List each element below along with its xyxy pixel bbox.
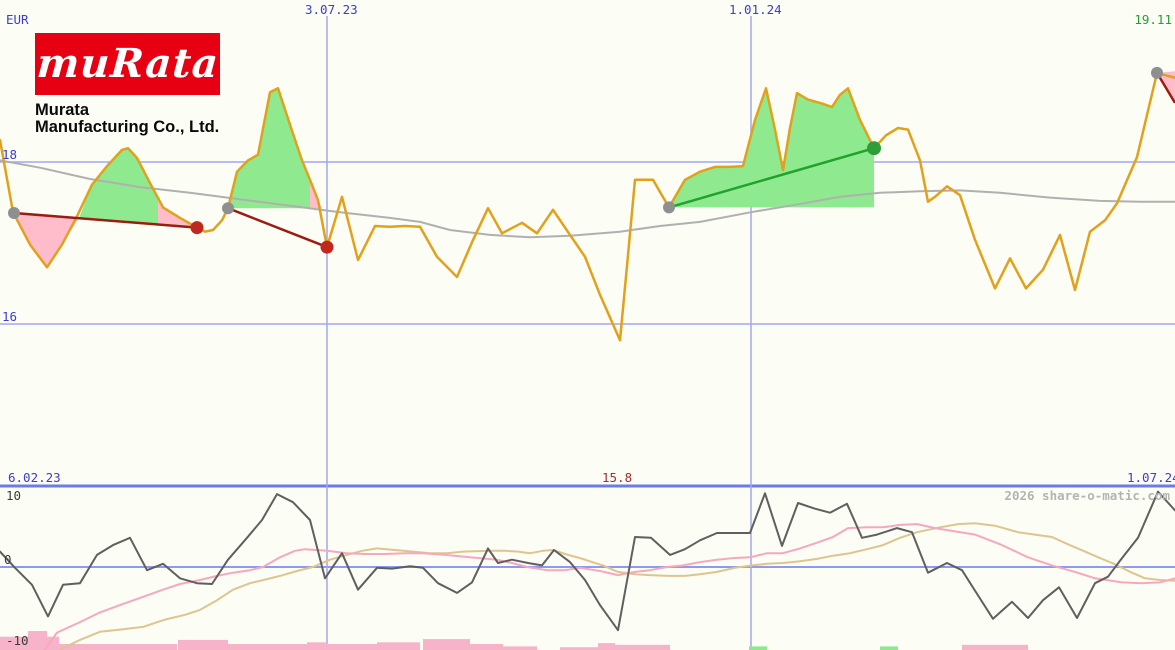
oscillator-tick-0: 0 xyxy=(4,552,12,567)
gridline-date-2: 1.01.24 xyxy=(729,2,782,17)
oscillator-tick-10: 10 xyxy=(6,488,22,503)
company-name-line2: Manufacturing Co., Ltd. xyxy=(35,118,220,136)
currency-label: EUR xyxy=(6,12,29,27)
company-name: Murata Manufacturing Co., Ltd. xyxy=(35,102,255,136)
watermark: 2026 share-o-matic.com xyxy=(1004,488,1170,503)
gridline-date-1: 3.07.23 xyxy=(305,2,358,17)
murata-logo-text: muRata xyxy=(34,40,221,87)
date-start-label: 6.02.23 xyxy=(8,470,61,485)
price-tick-18: 18 xyxy=(2,147,18,162)
low-price-label: 15.8 xyxy=(602,470,633,485)
company-name-line1: Murata xyxy=(35,101,90,119)
price-tick-16: 16 xyxy=(2,309,18,324)
murata-logo: muRata xyxy=(35,33,220,95)
oscillator-tick-neg10: -10 xyxy=(6,633,29,648)
last-price-label: 19.11 xyxy=(1134,12,1172,27)
date-end-label: 1.07.24 xyxy=(1127,470,1175,485)
